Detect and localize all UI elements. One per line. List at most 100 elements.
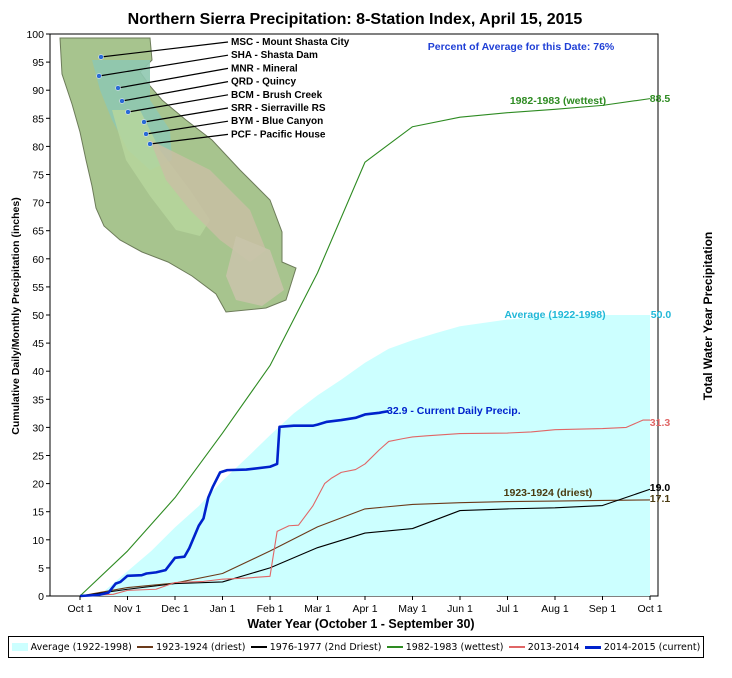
x-tick-label: Aug 1: [541, 603, 569, 615]
station-marker: [143, 131, 149, 137]
series-end-value-0: 50.0: [651, 309, 672, 321]
y-tick-label: 70: [32, 198, 44, 210]
series-label-3: 1982-1983 (wettest): [510, 95, 606, 107]
station-marker: [96, 73, 102, 79]
series-label-0: Average (1922-1998): [504, 309, 605, 321]
y-tick-label: 90: [32, 85, 44, 97]
x-tick-label: Mar 1: [304, 603, 331, 615]
series-line-3: [79, 98, 651, 597]
legend-item-0: Average (1922-1998): [11, 641, 132, 653]
x-tick-label: Sep 1: [589, 603, 617, 615]
y-tick-label: 15: [32, 507, 44, 519]
x-tick-label: Apr 1: [352, 603, 377, 615]
station-leader-line: [121, 81, 229, 102]
series-line-5: [79, 409, 389, 598]
california-map-image: [59, 37, 297, 313]
y-tick-label: 0: [38, 591, 44, 603]
station-label: SHA - Shasta Dam: [231, 50, 318, 61]
y-tick-label: 30: [32, 422, 44, 434]
station-leader-line: [143, 107, 229, 123]
annotation-percent: Percent of Average for this Date: 76%: [428, 41, 615, 53]
series-group: [79, 98, 651, 598]
y-tick-label: 80: [32, 141, 44, 153]
legend-item-1: 1923-1924 (driest): [137, 642, 245, 653]
x-tick-label: Dec 1: [161, 603, 189, 615]
y-tick-label: 45: [32, 338, 44, 350]
station-marker: [98, 54, 104, 60]
y-tick-label: 35: [32, 394, 44, 406]
y-tick-label: 25: [32, 451, 44, 463]
station-label: BCM - Brush Creek: [231, 90, 323, 101]
station-marker: [119, 98, 125, 104]
legend-label: 1982-1983 (wettest): [405, 641, 504, 653]
station-leader-line: [98, 54, 229, 77]
series-end-value-1: 17.1: [650, 493, 671, 505]
series-end-value-2: 19.0: [650, 482, 671, 494]
legend-swatch: [11, 643, 28, 651]
chart-title: Northern Sierra Precipitation: 8-Station…: [128, 11, 583, 28]
series-label-1: 1923-1924 (driest): [504, 487, 593, 499]
legend-label: Average (1922-1998): [30, 641, 132, 653]
legend-swatch: [250, 646, 267, 648]
series-end-value-4: 31.3: [650, 417, 671, 429]
legend-item-2: 1976-1977 (2nd Driest): [250, 641, 382, 653]
station-leader-line: [117, 67, 229, 89]
x-tick-label: Nov 1: [114, 603, 142, 615]
station-marker: [147, 141, 153, 147]
y-tick-label: 20: [32, 479, 44, 491]
axes: 0 5 10 15 20 25 30 35 40 45 50 55 60 65 70 75 80 85 90 95 10…: [26, 29, 662, 615]
station-marker: [115, 85, 121, 91]
y-tick-label: 65: [32, 226, 44, 238]
x-tick-label: Oct 1: [637, 603, 662, 615]
station-label: QRD - Quincy: [231, 77, 296, 88]
legend-swatch: [386, 646, 403, 648]
station-leader-line: [100, 41, 229, 58]
station-label: BYM - Blue Canyon: [231, 116, 323, 127]
station-leader-line: [149, 133, 229, 145]
x-axis-label: Water Year (October 1 - September 30): [247, 617, 474, 631]
legend-item-4: 2013-2014: [508, 641, 580, 653]
x-tick-label: May 1: [398, 603, 427, 615]
station-leader-line: [127, 94, 229, 113]
legend-swatch: [584, 645, 601, 649]
y-tick-label: 55: [32, 282, 44, 294]
x-tick-label: Feb 1: [257, 603, 284, 615]
y-tick-label: 95: [32, 57, 44, 69]
x-tick-label: Oct 1: [67, 603, 92, 615]
y-tick-label: 60: [32, 254, 44, 266]
series-area-average: [80, 315, 650, 596]
station-leader-line: [145, 120, 229, 135]
legend-swatch: [508, 646, 525, 648]
x-tick-label: Jun 1: [447, 603, 473, 615]
legend-label: 1976-1977 (2nd Driest): [269, 641, 382, 653]
y-tick-label: 40: [32, 366, 44, 378]
y-tick-label: 85: [32, 113, 44, 125]
station-label: SRR - Sierraville RS: [231, 103, 326, 114]
station-labels: MSC - Mount Shasta City SHA - Shasta Dam M…: [96, 37, 350, 147]
station-label: MNR - Mineral: [231, 63, 298, 74]
station-marker: [125, 109, 131, 115]
y-axis-label: Cumulative Daily/Monthly Precipitation (…: [10, 197, 22, 434]
series-end-value-3: 88.5: [650, 93, 671, 105]
series-label-5: 32.9 - Current Daily Precip.: [387, 405, 521, 417]
station-marker: [141, 119, 147, 125]
legend-label: 2014-2015 (current): [603, 641, 701, 653]
y-tick-label: 75: [32, 170, 44, 182]
legend-item-5: 2014-2015 (current): [584, 641, 701, 653]
legend: Average (1922-1998) 1923-1924 (driest) 197…: [8, 636, 704, 658]
series-line-4: [79, 419, 650, 597]
series-line-2: [79, 488, 651, 597]
x-tick-label: Jan 1: [210, 603, 236, 615]
x-tick-label: Jul 1: [496, 603, 518, 615]
y-tick-label: 10: [32, 535, 44, 547]
station-label: PCF - Pacific House: [231, 129, 326, 140]
y-tick-label: 50: [32, 310, 44, 322]
annotations: Average (1922-1998) 50.0 1923-1924 (driest…: [387, 93, 671, 505]
y-axis-label-right: Total Water Year Precipitation: [701, 232, 715, 401]
legend-swatch: [137, 646, 154, 648]
y-tick-label: 5: [38, 563, 44, 575]
legend-label: 1923-1924 (driest): [156, 641, 246, 653]
legend-label: 2013-2014: [527, 641, 580, 653]
